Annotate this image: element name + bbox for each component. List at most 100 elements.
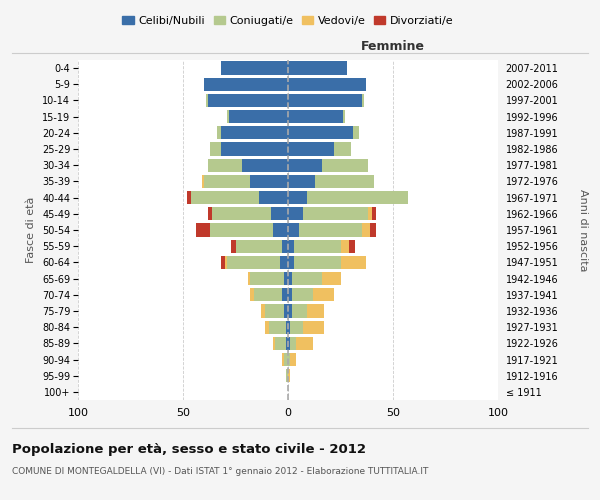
Bar [290,320,303,334]
Bar [212,207,271,220]
Bar [292,304,307,318]
Bar [282,288,288,302]
Bar [208,94,288,107]
Bar [307,304,324,318]
Bar [227,110,229,124]
Bar [295,240,341,253]
Bar [284,353,288,366]
Bar [313,288,334,302]
Bar [288,304,292,318]
Text: Femmine: Femmine [361,40,425,53]
Bar [235,240,282,253]
Bar [286,369,288,382]
Bar [288,191,307,204]
Bar [370,224,376,236]
Bar [322,158,368,172]
Bar [217,126,221,140]
Bar [288,336,290,350]
Bar [225,256,227,269]
Bar [274,224,288,236]
Bar [271,207,288,220]
Bar [341,256,366,269]
Text: Popolazione per età, sesso e stato civile - 2012: Popolazione per età, sesso e stato civil… [12,442,366,456]
Bar [288,78,366,91]
Bar [288,126,353,140]
Bar [288,158,322,172]
Bar [273,336,275,350]
Bar [353,126,359,140]
Bar [288,369,290,382]
Bar [349,240,355,253]
Bar [288,320,290,334]
Bar [208,207,212,220]
Bar [242,158,288,172]
Bar [288,224,299,236]
Bar [299,224,361,236]
Bar [288,175,316,188]
Bar [372,207,376,220]
Bar [290,353,296,366]
Bar [210,142,221,156]
Bar [221,126,288,140]
Legend: Celibi/Nubili, Coniugati/e, Vedovi/e, Divorziati/e: Celibi/Nubili, Coniugati/e, Vedovi/e, Di… [118,11,458,30]
Bar [288,94,361,107]
Bar [292,288,313,302]
Bar [202,175,204,188]
Bar [284,272,288,285]
Bar [250,288,254,302]
Bar [282,240,288,253]
Bar [288,256,295,269]
Bar [288,353,290,366]
Bar [259,191,288,204]
Y-axis label: Anni di nascita: Anni di nascita [578,188,588,271]
Bar [343,110,345,124]
Bar [286,336,288,350]
Bar [316,175,374,188]
Bar [288,272,292,285]
Bar [275,336,286,350]
Bar [250,175,288,188]
Text: COMUNE DI MONTEGALDELLA (VI) - Dati ISTAT 1° gennaio 2012 - Elaborazione TUTTITA: COMUNE DI MONTEGALDELLA (VI) - Dati ISTA… [12,468,428,476]
Y-axis label: Fasce di età: Fasce di età [26,197,37,263]
Bar [288,240,295,253]
Bar [204,175,250,188]
Bar [307,191,408,204]
Bar [288,288,292,302]
Bar [296,336,313,350]
Bar [248,272,250,285]
Bar [280,256,288,269]
Bar [260,304,265,318]
Bar [303,320,324,334]
Bar [208,158,242,172]
Bar [250,272,284,285]
Bar [288,207,303,220]
Bar [232,240,235,253]
Bar [191,191,259,204]
Bar [341,240,349,253]
Bar [361,94,364,107]
Bar [265,304,284,318]
Bar [295,256,341,269]
Bar [368,207,372,220]
Bar [265,320,269,334]
Bar [284,304,288,318]
Bar [292,272,322,285]
Bar [361,224,370,236]
Bar [196,224,210,236]
Bar [187,191,191,204]
Bar [221,142,288,156]
Bar [206,94,208,107]
Bar [288,142,334,156]
Bar [269,320,286,334]
Bar [221,256,225,269]
Bar [303,207,368,220]
Bar [288,62,347,74]
Bar [204,78,288,91]
Bar [221,62,288,74]
Bar [227,256,280,269]
Bar [288,110,343,124]
Bar [229,110,288,124]
Bar [290,336,296,350]
Bar [286,320,288,334]
Bar [254,288,282,302]
